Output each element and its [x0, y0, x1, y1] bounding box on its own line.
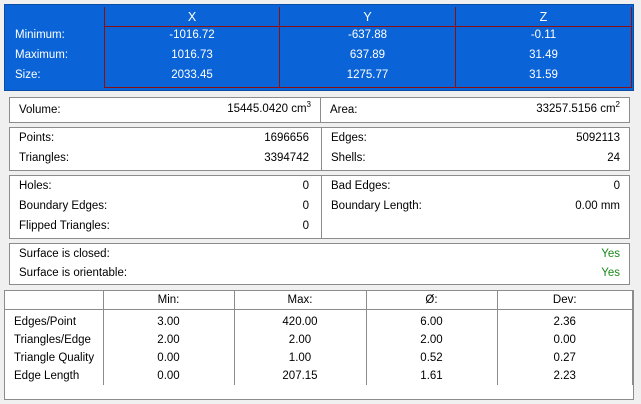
area-label: Area:	[330, 104, 358, 116]
column-x: -1016.72 1016.73 2033.45	[104, 27, 280, 88]
column-y: -637.88 637.89 1275.77	[280, 27, 456, 88]
row-label-maximum: Maximum:	[15, 49, 69, 61]
row-label-size: Size:	[15, 69, 41, 81]
flipped-triangles-label: Flipped Triangles:	[19, 220, 110, 232]
y-minimum: -637.88	[347, 29, 387, 41]
column-z: -0.11 31.49 31.59	[456, 27, 632, 88]
holes-value: 0	[302, 180, 309, 192]
statistics-panel: Min: Max: Ø: Dev: Edges/Point 3.00 420.0…	[4, 290, 634, 400]
defects-panel: Holes: 0 Boundary Edges: 0 Flipped Trian…	[9, 175, 630, 239]
holes-label: Holes:	[19, 180, 52, 192]
statistics-table: Min: Max: Ø: Dev: Edges/Point 3.00 420.0…	[5, 291, 633, 385]
table-row: Triangles/Edge 2.00 2.00 2.00 0.00	[5, 331, 633, 349]
z-size: 31.59	[529, 69, 558, 81]
triangles-label: Triangles:	[19, 152, 70, 164]
cell-avg: 1.61	[365, 367, 498, 385]
y-maximum: 637.89	[349, 49, 386, 61]
surface-orientable-label: Surface is orientable:	[19, 267, 128, 279]
y-size: 1275.77	[346, 69, 389, 81]
table-row: Triangle Quality 0.00 1.00 0.52 0.27	[5, 349, 633, 367]
row-label-edges-per-point: Edges/Point	[14, 316, 77, 329]
z-maximum: 31.49	[529, 49, 558, 61]
bad-edges-label: Bad Edges:	[331, 180, 391, 192]
counts-panel: Points: 1696656 Triangles: 3394742 Edges…	[9, 127, 630, 171]
cell-dev: 0.27	[496, 349, 633, 367]
header-x: X	[104, 7, 280, 27]
col-header-dev: Dev:	[496, 291, 633, 310]
cell-max: 2.00	[233, 331, 367, 349]
edges-label: Edges:	[331, 132, 367, 144]
cell-min: 0.00	[102, 367, 235, 385]
volume-label: Volume:	[19, 104, 61, 116]
col-header-max: Max:	[233, 291, 367, 310]
z-minimum: -0.11	[530, 29, 557, 41]
cell-dev: 2.23	[496, 367, 633, 385]
x-maximum: 1016.73	[171, 49, 213, 61]
cell-max: 207.15	[233, 367, 367, 385]
triangles-value: 3394742	[264, 152, 309, 164]
col-header-avg: Ø:	[365, 291, 498, 310]
cell-avg: 6.00	[365, 309, 498, 331]
table-row: Edges/Point 3.00 420.00 6.00 2.36	[5, 309, 633, 331]
cell-avg: 2.00	[365, 331, 498, 349]
boundary-length-value: 0.00 mm	[575, 200, 620, 212]
boundary-edges-label: Boundary Edges:	[19, 200, 108, 212]
volume-value: 15445.0420 cm3	[227, 100, 311, 115]
x-minimum: -1016.72	[169, 29, 215, 41]
surface-panel: Surface is closed: Yes Surface is orient…	[9, 243, 630, 285]
bad-edges-value: 0	[613, 180, 620, 192]
area-value: 33257.5156 cm2	[536, 100, 620, 115]
row-label-triangles-per-edge: Triangles/Edge	[14, 334, 91, 346]
col-header-min: Min:	[102, 291, 235, 310]
edges-value: 5092113	[576, 132, 620, 144]
points-label: Points:	[19, 132, 55, 144]
cell-avg: 0.52	[365, 349, 498, 367]
cell-min: 2.00	[102, 331, 235, 349]
cell-max: 420.00	[233, 309, 367, 331]
volume-panel: Volume: 15445.0420 cm3	[9, 97, 321, 123]
header-y: Y	[280, 7, 456, 27]
surface-orientable-value: Yes	[601, 267, 620, 279]
surface-closed-label: Surface is closed:	[19, 248, 110, 260]
row-label-minimum: Minimum:	[15, 29, 65, 41]
cell-min: 0.00	[102, 349, 235, 367]
cell-dev: 2.36	[496, 309, 633, 331]
header-z: Z	[456, 7, 632, 27]
cell-min: 3.00	[102, 309, 235, 331]
row-label-edge-length: Edge Length	[14, 370, 80, 382]
cell-max: 1.00	[233, 349, 367, 367]
shells-label: Shells:	[331, 152, 366, 164]
x-size: 2033.45	[171, 69, 213, 81]
table-row: Edge Length 0.00 207.15 1.61 2.23	[5, 367, 633, 385]
cell-dev: 0.00	[496, 331, 633, 349]
flipped-triangles-value: 0	[302, 220, 309, 232]
bounding-box-panel: X Y Z Minimum: Maximum: Size: -1016.72 1…	[4, 4, 634, 91]
area-panel: Area: 33257.5156 cm2	[321, 97, 630, 123]
row-label-triangle-quality: Triangle Quality	[14, 352, 95, 364]
shells-value: 24	[607, 152, 620, 164]
boundary-edges-value: 0	[302, 200, 309, 212]
surface-closed-value: Yes	[601, 248, 620, 260]
points-value: 1696656	[264, 132, 309, 144]
boundary-length-label: Boundary Length:	[331, 200, 422, 212]
